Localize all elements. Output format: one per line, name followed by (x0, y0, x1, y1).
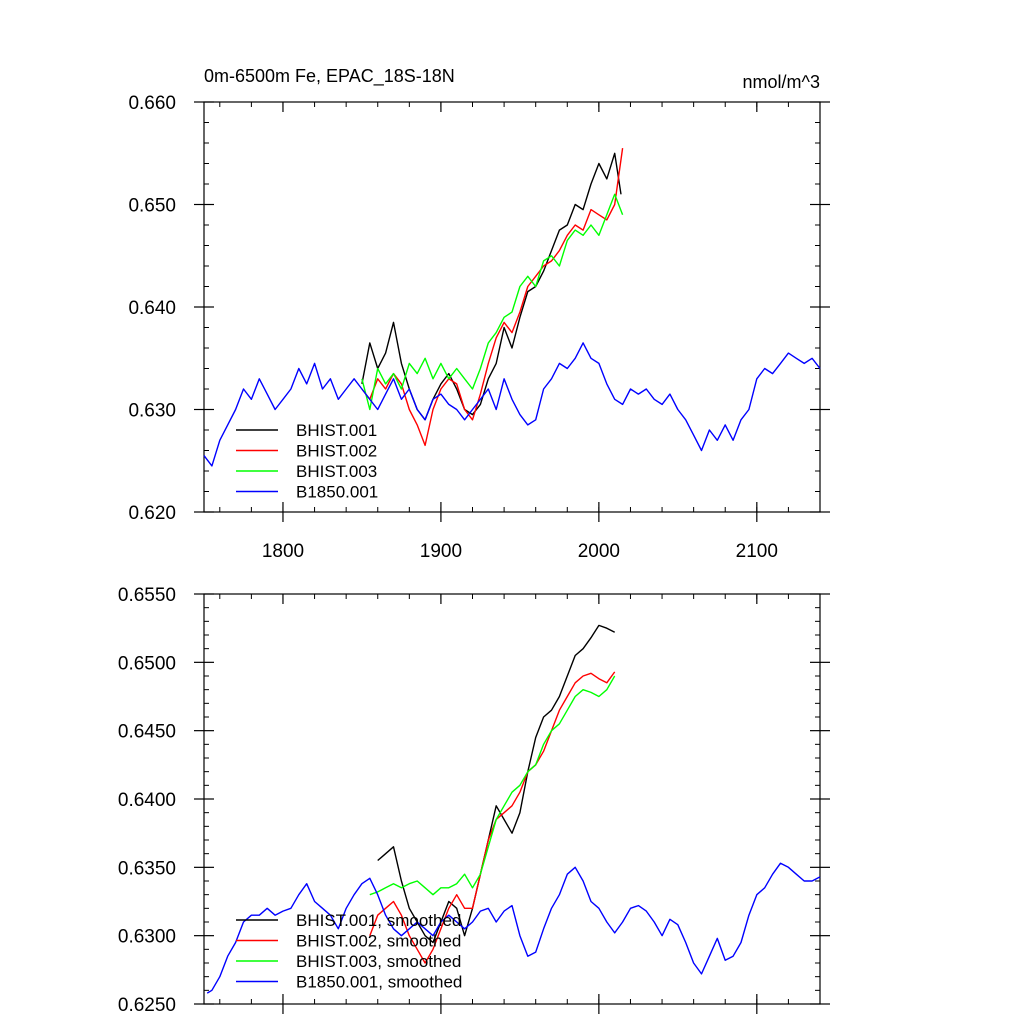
y-tick-label: 0.6550 (118, 585, 176, 606)
legend-label: BHIST.002, smoothed (296, 932, 461, 951)
series-line-bhist-002 (361, 148, 624, 447)
y-tick-label: 0.660 (128, 93, 176, 114)
bottom-panel: 0.6250 0.6300 0.6350 0.6400 0.6450 0.6500 0.65… (118, 585, 830, 1016)
legend-label: BHIST.003, smoothed (296, 952, 461, 971)
units-label: nmol/m^3 (743, 72, 820, 92)
y-tick-label: 0.650 (128, 196, 176, 217)
series-line-bhist-001 (361, 152, 622, 421)
y-tick-label: 0.6500 (118, 653, 176, 674)
legend-label: BHIST.003 (296, 462, 377, 481)
series-line-bhist-003-smoothed (369, 675, 616, 896)
series-line-bhist-002-smoothed (369, 671, 616, 964)
y-tick-label: 0.620 (128, 503, 176, 524)
x-tick-label: 2100 (736, 541, 778, 562)
legend-label: BHIST.001 (296, 421, 377, 440)
y-tick-label: 0.6350 (118, 858, 176, 879)
legend-label: B1850.001, smoothed (296, 973, 462, 992)
legend-label: BHIST.001, smoothed (296, 911, 461, 930)
series-line-bhist-003 (361, 193, 624, 411)
y-tick-label: 0.6300 (118, 927, 176, 948)
top-panel: 1800 1900 2000 2100 0.620 0.630 0.640 0.650 0.66… (128, 66, 830, 562)
series-line-bhist-001-smoothed (377, 624, 616, 944)
legend-label: B1850.001 (296, 483, 378, 502)
x-tick-label: 1800 (262, 541, 304, 562)
series-line-b1850-001 (203, 342, 821, 467)
x-tick-label: 2000 (578, 541, 620, 562)
y-tick-label: 0.6400 (118, 790, 176, 811)
series-line-b1850-001-smoothed (206, 862, 821, 994)
x-tick-label: 1900 (420, 541, 462, 562)
legend-label: BHIST.002 (296, 442, 377, 461)
chart-title: 0m-6500m Fe, EPAC_18S-18N (204, 66, 455, 87)
y-tick-label: 0.6450 (118, 722, 176, 743)
y-tick-label: 0.640 (128, 298, 176, 319)
y-tick-label: 0.6250 (118, 995, 176, 1016)
y-tick-label: 0.630 (128, 401, 176, 422)
